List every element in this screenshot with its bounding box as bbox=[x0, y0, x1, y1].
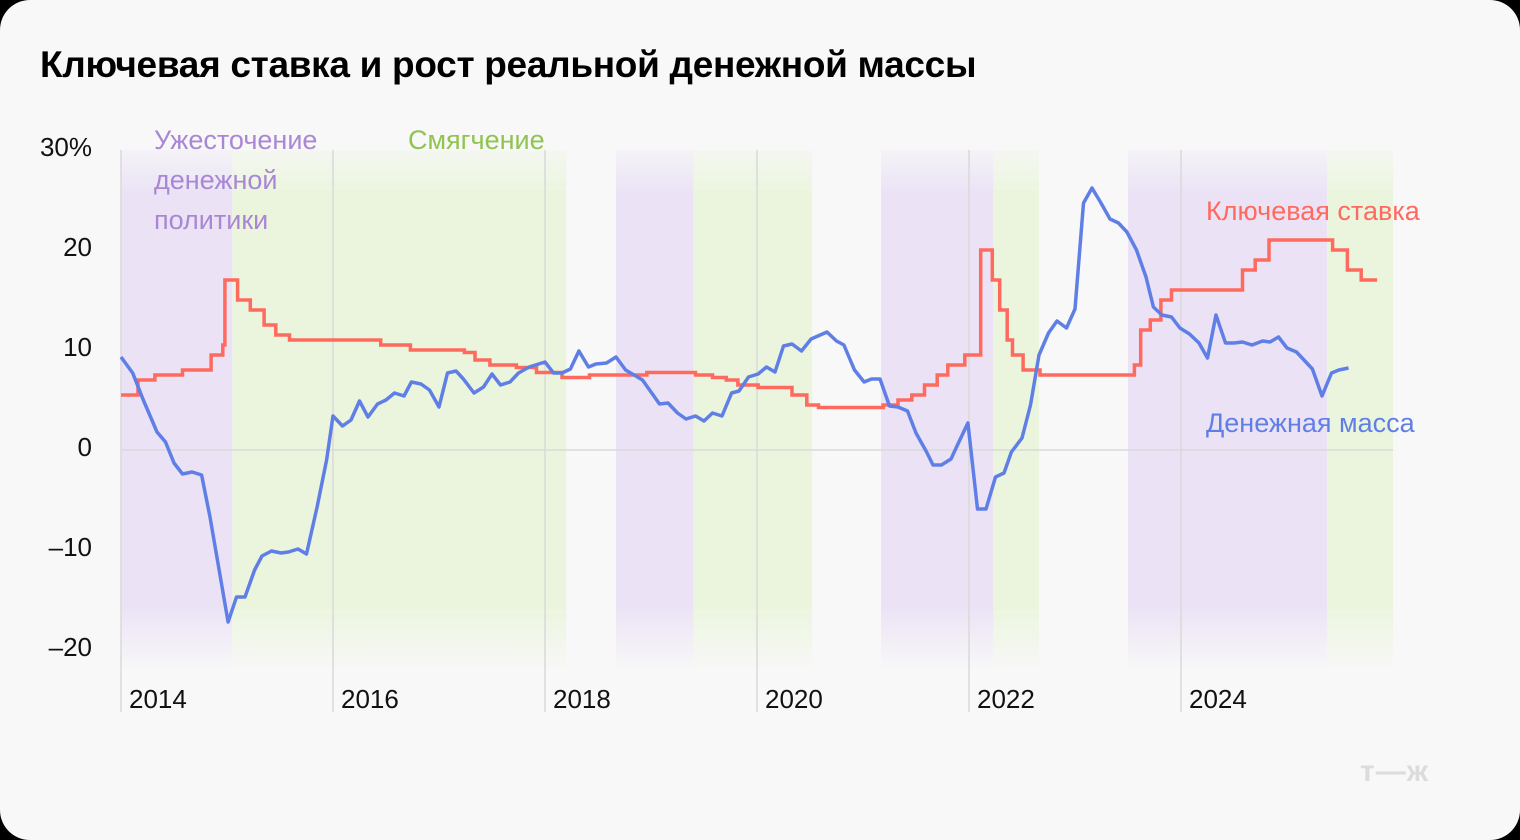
x-tick-label: 2016 bbox=[341, 684, 399, 714]
y-tick-label: 0 bbox=[77, 432, 92, 462]
easing-band bbox=[993, 150, 1039, 670]
easing-band bbox=[1327, 150, 1393, 670]
x-tick-label: 2014 bbox=[129, 684, 187, 714]
easing-band bbox=[232, 150, 567, 670]
tightening-band bbox=[881, 150, 994, 670]
tightening-band bbox=[1128, 150, 1328, 670]
key-rate-line bbox=[121, 238, 1378, 410]
y-tick-label: –20 bbox=[48, 632, 92, 662]
x-tick-label: 2022 bbox=[977, 684, 1035, 714]
easing-annotation: Смягчение bbox=[408, 125, 545, 155]
money-supply-label: Денежная масса bbox=[1206, 408, 1415, 438]
policy-bands bbox=[121, 150, 1393, 670]
y-tick-label: 10 bbox=[63, 332, 92, 362]
tzh-logo: т—ж bbox=[1360, 755, 1429, 788]
easing-band bbox=[693, 150, 813, 670]
x-tick-label: 2018 bbox=[553, 684, 611, 714]
tightening-band bbox=[616, 150, 694, 670]
chart-title: Ключевая ставка и рост реальной денежной… bbox=[40, 44, 977, 85]
grid-lines bbox=[120, 150, 1393, 712]
y-tick-label: 20 bbox=[63, 232, 92, 262]
x-tick-label: 2024 bbox=[1189, 684, 1247, 714]
key-rate-label: Ключевая ставка bbox=[1206, 196, 1420, 226]
money-supply-line bbox=[119, 186, 1349, 624]
y-tick-label: 30% bbox=[39, 132, 92, 162]
x-tick-label: 2020 bbox=[765, 684, 823, 714]
y-tick-label: –10 bbox=[48, 532, 92, 562]
tightening-annotation: Ужесточение денежной политики bbox=[154, 125, 318, 235]
tightening-band bbox=[121, 150, 233, 670]
